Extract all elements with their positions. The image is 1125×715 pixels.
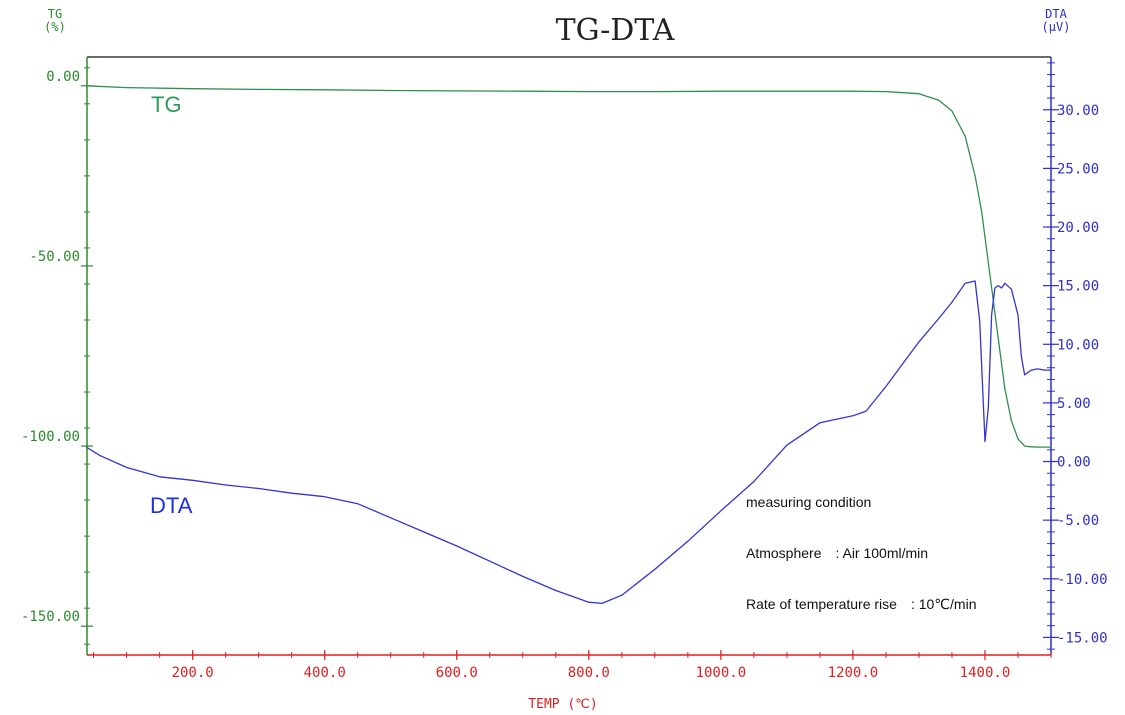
dta-tick-label: 5.00 bbox=[1057, 396, 1091, 412]
tg-tick-label: -50.00 bbox=[29, 249, 80, 265]
tg-tick-label: 0.00 bbox=[46, 69, 80, 85]
dta-tick-label: 10.00 bbox=[1057, 337, 1099, 353]
tg-curve-label: TG bbox=[151, 92, 182, 117]
temp-tick-label: 1400.0 bbox=[960, 665, 1011, 681]
condition-atmosphere: Atmosphere : Air 100ml/min bbox=[746, 545, 928, 561]
tg-axis-label-line2: (%) bbox=[44, 20, 66, 34]
condition-rate: Rate of temperature rise : 10℃/min bbox=[746, 596, 976, 612]
dta-axis-ticks: 30.00 25.00 20.00 15.00 10.00 5.00 0.00 -5.00 -1… bbox=[1043, 103, 1108, 646]
temp-tick-label: 600.0 bbox=[436, 665, 478, 681]
temp-tick-label: 800.0 bbox=[568, 665, 610, 681]
temp-tick-label: 200.0 bbox=[172, 665, 214, 681]
tg-axis-label-line1: TG bbox=[48, 7, 62, 21]
dta-tick-label: 0.00 bbox=[1057, 455, 1091, 471]
dta-axis-label-line1: DTA bbox=[1045, 7, 1067, 21]
tg-series-line bbox=[86, 85, 1052, 448]
tg-tick-label: -150.00 bbox=[21, 609, 80, 625]
dta-tick-label: 25.00 bbox=[1057, 161, 1099, 177]
dta-tick-label: 20.00 bbox=[1057, 220, 1099, 236]
temp-tick-label: 1200.0 bbox=[828, 665, 879, 681]
condition-title: measuring condition bbox=[746, 494, 871, 510]
series-group bbox=[86, 85, 1052, 605]
dta-axis-label-line2: (μV) bbox=[1042, 20, 1071, 34]
chart-title: TG-DTA bbox=[556, 13, 675, 48]
dta-tick-label: -15.00 bbox=[1057, 630, 1108, 646]
temp-tick-label: 1000.0 bbox=[696, 665, 747, 681]
dta-tick-label: 30.00 bbox=[1057, 103, 1099, 119]
minor-ticks bbox=[84, 62, 1055, 658]
dta-tick-label: -5.00 bbox=[1057, 513, 1099, 529]
temp-tick-label: 400.0 bbox=[304, 665, 346, 681]
tg-tick-label: -100.00 bbox=[21, 429, 80, 445]
temp-axis-label: TEMP (℃) bbox=[528, 697, 597, 712]
tg-axis-ticks: 0.00 -50.00 -100.00 -150.00 bbox=[21, 69, 93, 627]
dta-tick-label: 15.00 bbox=[1057, 279, 1099, 295]
dta-series-line bbox=[86, 280, 1052, 605]
dta-curve-label: DTA bbox=[150, 493, 193, 518]
temp-axis-ticks: 200.0 400.0 600.0 800.0 1000.0 1200.0 1400.0 bbox=[172, 650, 1011, 681]
dta-tick-label: -10.00 bbox=[1057, 572, 1108, 588]
